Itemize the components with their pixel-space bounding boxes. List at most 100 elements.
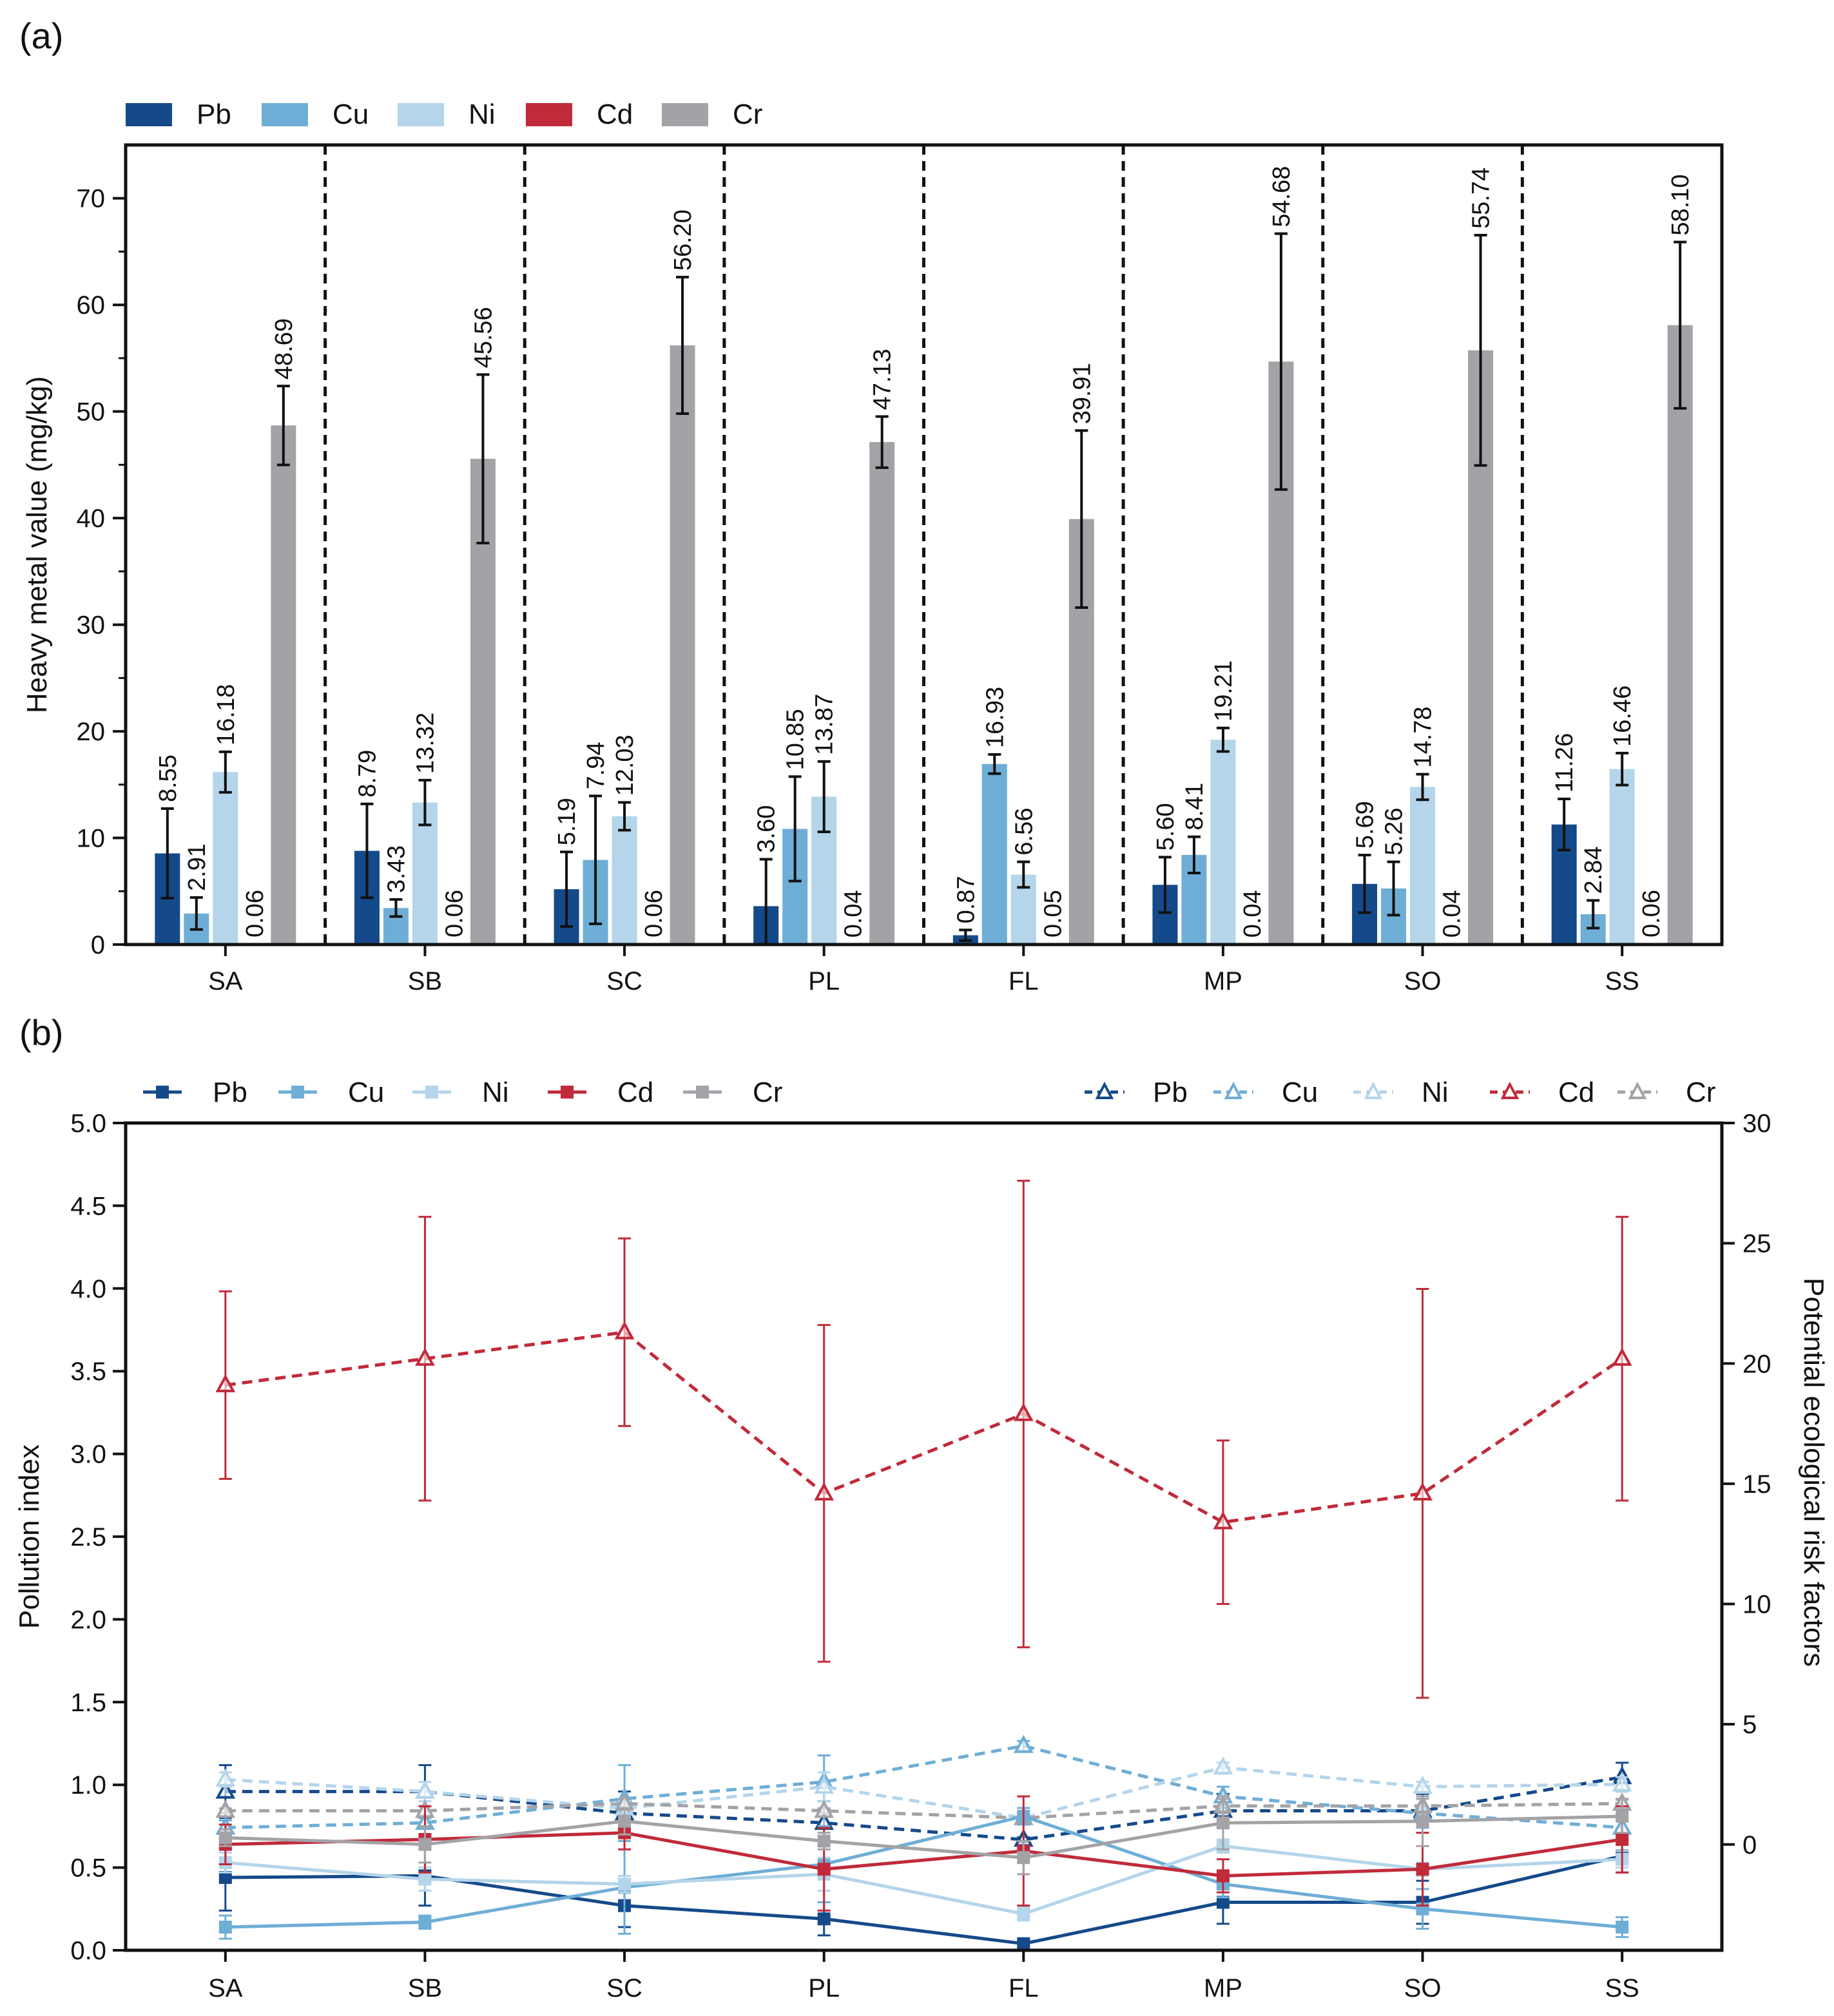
y-axis-title: Heavy metal value (mg/kg): [21, 376, 53, 713]
y-left-tick-label: 3.0: [70, 1441, 106, 1469]
legend-triangle-ni: [1364, 1081, 1383, 1099]
index-marker-pb: [218, 1871, 232, 1885]
legend-label-ni: Ni: [1422, 1077, 1449, 1108]
index-marker-cr: [218, 1831, 232, 1845]
x-tick-label: SC: [606, 1974, 642, 2002]
data-label-pb: 8.79: [354, 750, 381, 798]
bar-ni: [213, 772, 238, 945]
legend-label-cu: Cu: [348, 1077, 384, 1108]
y-left-tick-label: 5.0: [70, 1109, 106, 1138]
legend-triangle-pb: [1095, 1081, 1114, 1099]
risk-marker-ni: [1413, 1776, 1433, 1794]
index-marker-cd: [1216, 1869, 1230, 1883]
x-tick-label: SB: [408, 967, 442, 995]
bar-ni: [612, 816, 637, 945]
bar-ni: [1410, 787, 1436, 945]
legend-marker-cr: [696, 1086, 709, 1099]
index-marker-cr: [1616, 1809, 1629, 1823]
legend-swatch-cu: [262, 103, 308, 126]
index-line-cr: [225, 1814, 1623, 1859]
legend-label-cr: Cr: [733, 99, 762, 130]
index-marker-cr: [418, 1838, 432, 1851]
y-tick-label: 0: [91, 931, 105, 959]
x-tick-label: SS: [1605, 967, 1639, 995]
legend-label-cu: Cu: [1282, 1077, 1318, 1108]
index-marker-pb: [1216, 1896, 1230, 1909]
data-label-pb: 3.60: [753, 805, 780, 853]
data-label-pb: 11.26: [1551, 733, 1578, 792]
legend-label-pb: Pb: [197, 99, 231, 130]
data-label-cr: 54.68: [1268, 166, 1295, 227]
risk-marker-pb: [215, 1780, 236, 1799]
risk-marker-ni: [1612, 1773, 1632, 1792]
bar-cu: [981, 763, 1007, 945]
y-tick-label: 20: [77, 718, 106, 746]
y-tick-label: 40: [77, 504, 106, 533]
data-label-pb: 0.87: [952, 876, 980, 923]
legend-swatch-cd: [526, 103, 572, 126]
data-label-cu: 2.91: [184, 843, 211, 891]
index-marker-ni: [1017, 1907, 1030, 1921]
legend-marker-pb: [156, 1086, 169, 1099]
index-line-cu: [225, 1814, 1623, 1929]
risk-marker-cd: [1612, 1347, 1632, 1366]
y-right-tick-label: 5: [1742, 1711, 1757, 1739]
data-label-cr: 56.20: [670, 209, 697, 271]
bar-chart-heavy-metal: 0 10 20 30 40 50 60 70 Heavy metal value (mg/kg)…: [21, 143, 1724, 995]
data-label-cu: 7.94: [583, 742, 610, 789]
data-label-cr: 39.91: [1068, 363, 1096, 424]
data-label-pb: 8.55: [155, 754, 182, 802]
legend-label-ni: Ni: [468, 99, 496, 130]
bar-cr: [1667, 325, 1693, 945]
bar-cr: [271, 425, 296, 945]
y-right-tick-label: 0: [1742, 1831, 1757, 1859]
x-tick-label: SO: [1404, 967, 1442, 995]
data-label-cd: 0.06: [441, 890, 468, 937]
risk-marker-ni: [814, 1776, 835, 1794]
risk-marker-cd: [215, 1374, 236, 1392]
y-tick-label: 50: [77, 398, 106, 427]
data-label-pb: 5.60: [1152, 803, 1179, 850]
data-label-cr: 47.13: [869, 349, 896, 410]
data-label-cu: 8.41: [1181, 783, 1208, 830]
index-marker-cr: [618, 1814, 632, 1828]
risk-line-cu: [225, 1744, 1623, 1830]
index-marker-ni: [618, 1877, 632, 1891]
data-label-cd: 0.04: [840, 890, 867, 937]
legend-label-pb: Pb: [213, 1077, 247, 1108]
index-line-cd: [225, 1831, 1623, 1877]
legend-marker-ni: [425, 1086, 438, 1099]
data-label-cd: 0.04: [1439, 890, 1466, 937]
legend-swatch-ni: [398, 103, 444, 126]
bar-cr: [869, 442, 895, 945]
legend-triangle-cu: [1224, 1081, 1243, 1099]
x-tick-label: FL: [1009, 1974, 1039, 2002]
y-right-tick-label: 25: [1742, 1230, 1771, 1258]
x-tick-label: FL: [1009, 967, 1039, 995]
risk-line-cr: [225, 1801, 1623, 1820]
legend-label-cu: Cu: [333, 99, 369, 130]
y-left-tick-label: 1.5: [70, 1689, 106, 1717]
panel-b-label: (b): [19, 1012, 63, 1053]
bar-ni: [1609, 769, 1635, 945]
data-label-ni: 16.18: [213, 684, 240, 745]
risk-marker-cr: [814, 1800, 835, 1818]
index-line-ni: [225, 1844, 1623, 1916]
legend-triangle-cd: [1500, 1081, 1520, 1099]
y-right-tick-label: 20: [1742, 1350, 1771, 1378]
plot-frame: [124, 1121, 1724, 1952]
x-tick-label: SC: [606, 967, 642, 995]
legend-panel-a: Pb Cu Ni Cd Cr: [126, 99, 762, 130]
y-left-tick-label: 3.5: [70, 1358, 106, 1386]
data-label-cr: 45.56: [470, 307, 497, 368]
data-label-ni: 14.78: [1410, 706, 1437, 767]
risk-marker-ni: [215, 1768, 236, 1787]
x-tick-label: SO: [1404, 1974, 1442, 2002]
data-label-pb: 5.19: [554, 798, 581, 845]
legend-swatch-cr: [662, 103, 708, 126]
legend-swatch-pb: [126, 103, 172, 126]
data-label-cd: 0.06: [242, 890, 269, 937]
legend-label-cr: Cr: [753, 1077, 782, 1108]
data-label-cd: 0.06: [1638, 890, 1665, 937]
